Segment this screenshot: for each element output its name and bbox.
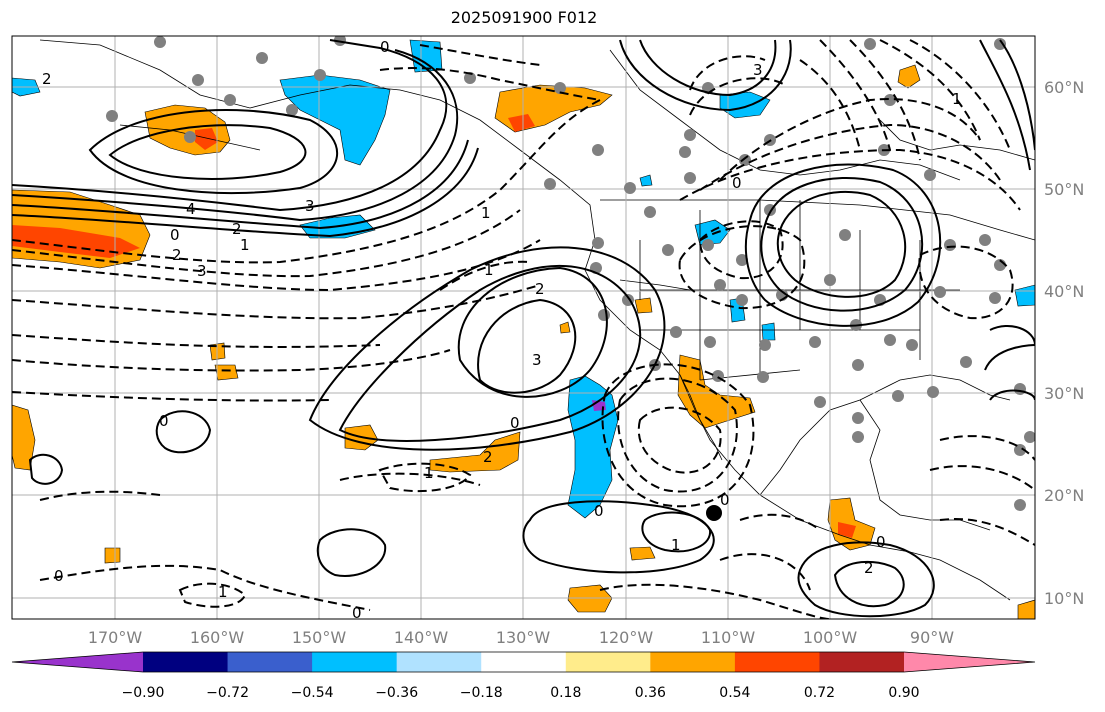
contour-label: 1: [424, 464, 434, 482]
contour-label: 0: [159, 412, 169, 430]
contour-labels: 0 2 4 3 2 2 1 2 3 0 3 1 1 2 3 0 1 0 1 0 …: [42, 38, 962, 622]
lon-label: 160°W: [190, 628, 245, 647]
colorbar-bin: [734, 652, 820, 672]
colorbar-tick-label: −0.18: [460, 685, 503, 701]
contour-label: 3: [753, 61, 763, 79]
dashed-contours: [12, 39, 1035, 619]
lat-label: 40°N: [1044, 282, 1084, 301]
colorbar-bin: [650, 652, 736, 672]
lat-label: 50°N: [1044, 180, 1084, 199]
colorbar-tick-label: 0.18: [550, 685, 581, 701]
colorbar-tick-label: 0.36: [635, 685, 666, 701]
lon-label: 120°W: [599, 628, 654, 647]
latitude-labels: 60°N 50°N 40°N 30°N 20°N 10°N: [1044, 78, 1084, 608]
colorbar-tick-label: −0.72: [206, 685, 249, 701]
colorbar-labels: −0.90 −0.72 −0.54 −0.36 −0.18 0.18 0.36 0.54 0.7…: [122, 685, 920, 701]
contour-label: 1: [484, 261, 494, 279]
contour-label: 0: [594, 502, 604, 520]
map-title: 2025091900 F012: [450, 8, 598, 27]
colorbar-bin: [396, 652, 482, 672]
colorbar-bin: [227, 652, 313, 672]
contour-label: 3: [532, 351, 542, 369]
colorbar: [11, 651, 1036, 673]
contour-label: 2: [535, 280, 545, 298]
contour-label: 1: [671, 536, 681, 554]
contour-label: 0: [170, 226, 180, 244]
contour-label: 2: [42, 70, 52, 88]
solid-contours: [12, 39, 1035, 618]
map-frame: [11, 35, 1036, 620]
contour-label: 1: [218, 583, 228, 601]
contour-label: 1: [952, 90, 962, 108]
lat-label: 60°N: [1044, 78, 1084, 97]
contour-label: 0: [720, 491, 730, 509]
lat-label: 20°N: [1044, 486, 1084, 505]
colorbar-tick-label: −0.54: [291, 685, 334, 701]
colorbar-extend-max: [904, 652, 1035, 672]
contour-label: 0: [732, 174, 742, 192]
lon-label: 150°W: [292, 628, 347, 647]
lon-label: 90°W: [910, 628, 954, 647]
colorbar-tick-label: −0.36: [375, 685, 418, 701]
colorbar-bin: [565, 652, 651, 672]
colorbar-extend-min: [12, 652, 143, 672]
colorbar-bin: [481, 652, 567, 672]
center-marker: [706, 505, 722, 521]
lon-label: 170°W: [88, 628, 143, 647]
graticule: [12, 36, 1035, 619]
contour-label: 3: [197, 262, 207, 280]
colorbar-tick-label: −0.90: [122, 685, 165, 701]
colorbar-tick-label: 0.72: [804, 685, 835, 701]
contour-label: 0: [54, 567, 64, 585]
contour-label: 0: [380, 38, 390, 56]
contour-label: 1: [481, 204, 491, 222]
contour-label: 3: [305, 197, 315, 215]
contour-label: 4: [186, 200, 196, 218]
lon-label: 130°W: [496, 628, 551, 647]
contour-label: 2: [483, 448, 493, 466]
contour-label: 2: [172, 246, 182, 264]
contour-label: 0: [876, 533, 886, 551]
contour-label: 2: [864, 559, 874, 577]
colorbar-bin: [143, 652, 229, 672]
colorbar-bin: [819, 652, 905, 672]
lon-label: 140°W: [394, 628, 449, 647]
contour-label: 0: [352, 604, 362, 622]
colorbar-tick-label: 0.90: [888, 685, 919, 701]
longitude-labels: 170°W 160°W 150°W 140°W 130°W 120°W 110°…: [88, 628, 954, 647]
lon-label: 110°W: [701, 628, 756, 647]
station-markers: [106, 36, 1035, 511]
lat-label: 10°N: [1044, 589, 1084, 608]
lon-label: 100°W: [803, 628, 858, 647]
colorbar-bin: [312, 652, 398, 672]
contour-label: 1: [240, 236, 250, 254]
lat-label: 30°N: [1044, 384, 1084, 403]
contour-label: 0: [510, 414, 520, 432]
contour-label: 2: [232, 220, 242, 238]
colorbar-tick-label: 0.54: [719, 685, 750, 701]
colorbar-outline: [11, 651, 1036, 673]
